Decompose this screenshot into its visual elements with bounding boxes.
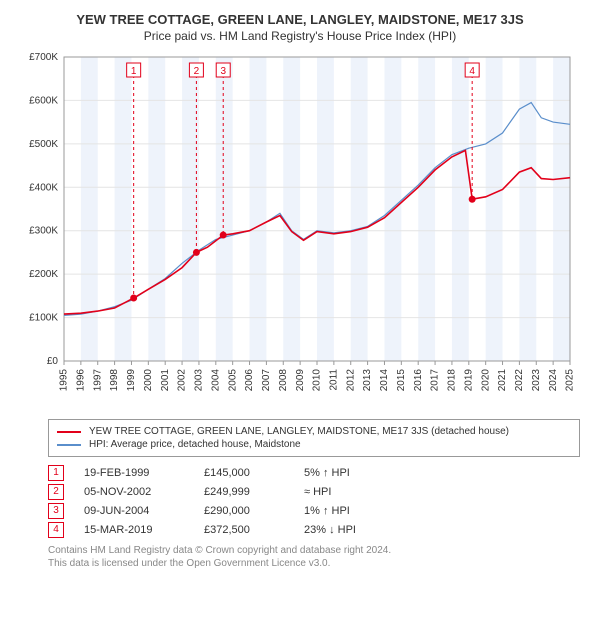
event-diff: 5% ↑ HPI [304,467,424,479]
svg-text:2005: 2005 [227,369,238,392]
event-row: 4 15-MAR-2019£372,50023% ↓ HPI [48,522,580,538]
event-price: £145,000 [204,467,304,479]
chart-title: YEW TREE COTTAGE, GREEN LANE, LANGLEY, M… [10,12,590,27]
event-row: 1 19-FEB-1999£145,0005% ↑ HPI [48,465,580,481]
event-marker: 2 [48,484,64,500]
svg-text:2020: 2020 [480,369,491,392]
svg-text:2013: 2013 [362,369,373,392]
svg-text:2010: 2010 [312,369,323,392]
svg-text:2: 2 [194,66,200,77]
svg-text:2019: 2019 [463,369,474,392]
event-date: 09-JUN-2004 [84,505,204,517]
svg-text:2018: 2018 [447,369,458,392]
legend-swatch-property [57,431,81,433]
chart-subtitle: Price paid vs. HM Land Registry's House … [10,29,590,43]
svg-text:2017: 2017 [430,369,441,392]
svg-text:2014: 2014 [379,369,390,392]
event-date: 19-FEB-1999 [84,467,204,479]
svg-text:1997: 1997 [92,369,103,392]
svg-text:2009: 2009 [295,369,306,392]
event-date: 15-MAR-2019 [84,524,204,536]
event-row: 2 05-NOV-2002£249,999≈ HPI [48,484,580,500]
svg-text:1999: 1999 [126,369,137,392]
svg-text:2021: 2021 [497,369,508,392]
svg-text:2025: 2025 [565,369,576,392]
svg-text:2024: 2024 [548,369,559,392]
svg-text:2012: 2012 [345,369,356,392]
svg-text:2011: 2011 [329,369,340,391]
svg-text:2004: 2004 [210,369,221,392]
svg-text:£300K: £300K [29,226,58,237]
legend: YEW TREE COTTAGE, GREEN LANE, LANGLEY, M… [48,419,580,457]
event-diff: 23% ↓ HPI [304,524,424,536]
svg-text:2023: 2023 [531,369,542,392]
events-table: 1 19-FEB-1999£145,0005% ↑ HPI 2 05-NOV-2002… [48,465,580,538]
event-marker: 4 [48,522,64,538]
svg-text:1: 1 [131,66,137,77]
event-marker: 1 [48,465,64,481]
event-price: £290,000 [204,505,304,517]
svg-text:4: 4 [469,66,475,77]
svg-text:£200K: £200K [29,269,58,280]
event-price: £249,999 [204,486,304,498]
svg-text:2008: 2008 [278,369,289,392]
svg-text:£400K: £400K [29,182,58,193]
event-date: 05-NOV-2002 [84,486,204,498]
svg-text:2002: 2002 [177,369,188,392]
svg-text:£0: £0 [47,356,59,367]
svg-text:£500K: £500K [29,139,58,150]
legend-row-hpi: HPI: Average price, detached house, Maid… [57,439,571,450]
legend-label-hpi: HPI: Average price, detached house, Maid… [89,439,301,450]
event-marker: 3 [48,503,64,519]
legend-label-property: YEW TREE COTTAGE, GREEN LANE, LANGLEY, M… [89,426,509,437]
svg-text:£100K: £100K [29,313,58,324]
svg-text:2015: 2015 [396,369,407,392]
svg-text:1998: 1998 [109,369,120,392]
svg-text:2001: 2001 [160,369,171,392]
svg-text:2006: 2006 [244,369,255,392]
svg-text:2016: 2016 [413,369,424,392]
event-price: £372,500 [204,524,304,536]
event-row: 3 09-JUN-2004£290,0001% ↑ HPI [48,503,580,519]
legend-row-property: YEW TREE COTTAGE, GREEN LANE, LANGLEY, M… [57,426,571,437]
footer: Contains HM Land Registry data © Crown c… [48,544,580,570]
price-chart: £0 £100K £200K £300K £400K £500K £600K £700K 199… [20,51,580,411]
svg-text:2022: 2022 [514,369,525,392]
svg-text:3: 3 [220,66,226,77]
svg-text:1995: 1995 [59,369,70,392]
svg-text:2003: 2003 [194,369,205,392]
legend-swatch-hpi [57,444,81,446]
footer-line2: This data is licensed under the Open Gov… [48,557,580,570]
svg-text:2000: 2000 [143,369,154,392]
footer-line1: Contains HM Land Registry data © Crown c… [48,544,580,557]
svg-text:£700K: £700K [29,52,58,63]
svg-text:2007: 2007 [261,369,272,392]
event-diff: ≈ HPI [304,486,424,498]
svg-text:1996: 1996 [76,369,87,392]
event-diff: 1% ↑ HPI [304,505,424,517]
svg-text:£600K: £600K [29,95,58,106]
